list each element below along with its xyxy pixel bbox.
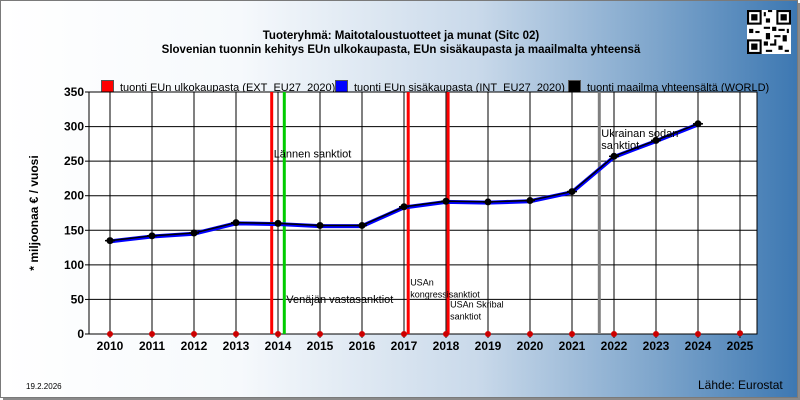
data-point-ext	[233, 331, 239, 337]
data-point-ext	[611, 331, 617, 337]
y-tick-label: 150	[64, 223, 84, 237]
data-point-ext	[443, 331, 449, 337]
x-tick-label: 2021	[559, 339, 586, 353]
qr-code-icon	[747, 10, 791, 54]
data-point-ext	[401, 331, 407, 337]
annotation-label: USAn Skribal	[450, 300, 504, 310]
data-point-ext	[737, 330, 743, 337]
legend-item-int: tuonti EUn sisäkaupasta (INT_EU27_2020)	[335, 80, 565, 96]
x-tick-label: 2023	[643, 339, 670, 353]
annotation-label: Venäjän vastasanktiot	[286, 294, 393, 306]
y-tick-label: 50	[71, 292, 85, 306]
annotation-label: Lännen sanktiot	[274, 149, 352, 161]
x-tick-label: 2017	[391, 339, 418, 353]
x-tick-label: 2020	[517, 339, 544, 353]
annotation-label: sanktiot	[450, 312, 482, 322]
chart-subtitle: Slovenian tuonnin kehitys EUn ulkokaupas…	[161, 44, 641, 56]
data-point-ext	[191, 331, 197, 337]
x-tick-label: 2010	[97, 339, 124, 353]
x-tick-label: 2019	[475, 339, 502, 353]
y-tick-label: 100	[64, 258, 84, 272]
x-tick-label: 2011	[139, 339, 165, 353]
x-tick-label: 2013	[223, 339, 250, 353]
data-point-ext	[527, 331, 533, 337]
legend-label-int: tuonti EUn sisäkaupasta (INT_EU27_2020)	[354, 82, 565, 94]
legend-label-world: tuonti maailma yhteensältä (WORLD)	[587, 82, 770, 94]
y-tick-label: 250	[64, 154, 84, 168]
legend-item-world: tuonti maailma yhteensältä (WORLD)	[568, 80, 769, 96]
data-point-ext	[695, 331, 701, 337]
plot-area	[88, 91, 758, 335]
data-point-ext	[107, 331, 113, 337]
legend-label-ext: tuonti EUn ulkokaupasta (EXT_EU27_2020)	[120, 82, 336, 94]
y-tick-label: 300	[64, 120, 84, 134]
x-tick-label: 2024	[685, 339, 712, 353]
annotation-label: USAn	[410, 278, 434, 288]
chart-title: Tuoteryhmä: Maitotaloustuotteet ja munat…	[262, 30, 540, 42]
data-point-ext	[485, 331, 491, 337]
x-tick-label: 2025	[727, 339, 754, 353]
y-tick-label: 350	[64, 85, 84, 99]
data-point-ext	[653, 331, 659, 337]
x-tick-label: 2015	[307, 339, 334, 353]
annotation-label: Ukrainan sodan	[601, 128, 678, 140]
y-tick-label: 200	[64, 189, 84, 203]
data-point-ext	[149, 331, 155, 337]
data-point-ext	[275, 331, 281, 337]
x-tick-label: 2022	[601, 339, 628, 353]
data-point-ext	[317, 331, 323, 337]
data-point-ext	[359, 331, 365, 337]
x-tick-label: 2012	[181, 339, 208, 353]
y-tick-label: 0	[77, 327, 84, 341]
x-tick-label: 2014	[265, 339, 292, 353]
source-label: Lähde: Eurostat	[698, 378, 783, 392]
x-tick-label: 2018	[433, 339, 460, 353]
x-tick-label: 2016	[349, 339, 376, 353]
data-point-ext	[569, 331, 575, 337]
date-label: 19.2.2026	[26, 382, 62, 391]
annotation-label: sanktiot	[601, 140, 639, 152]
annotation-label: kongressisanktiot	[410, 290, 480, 300]
